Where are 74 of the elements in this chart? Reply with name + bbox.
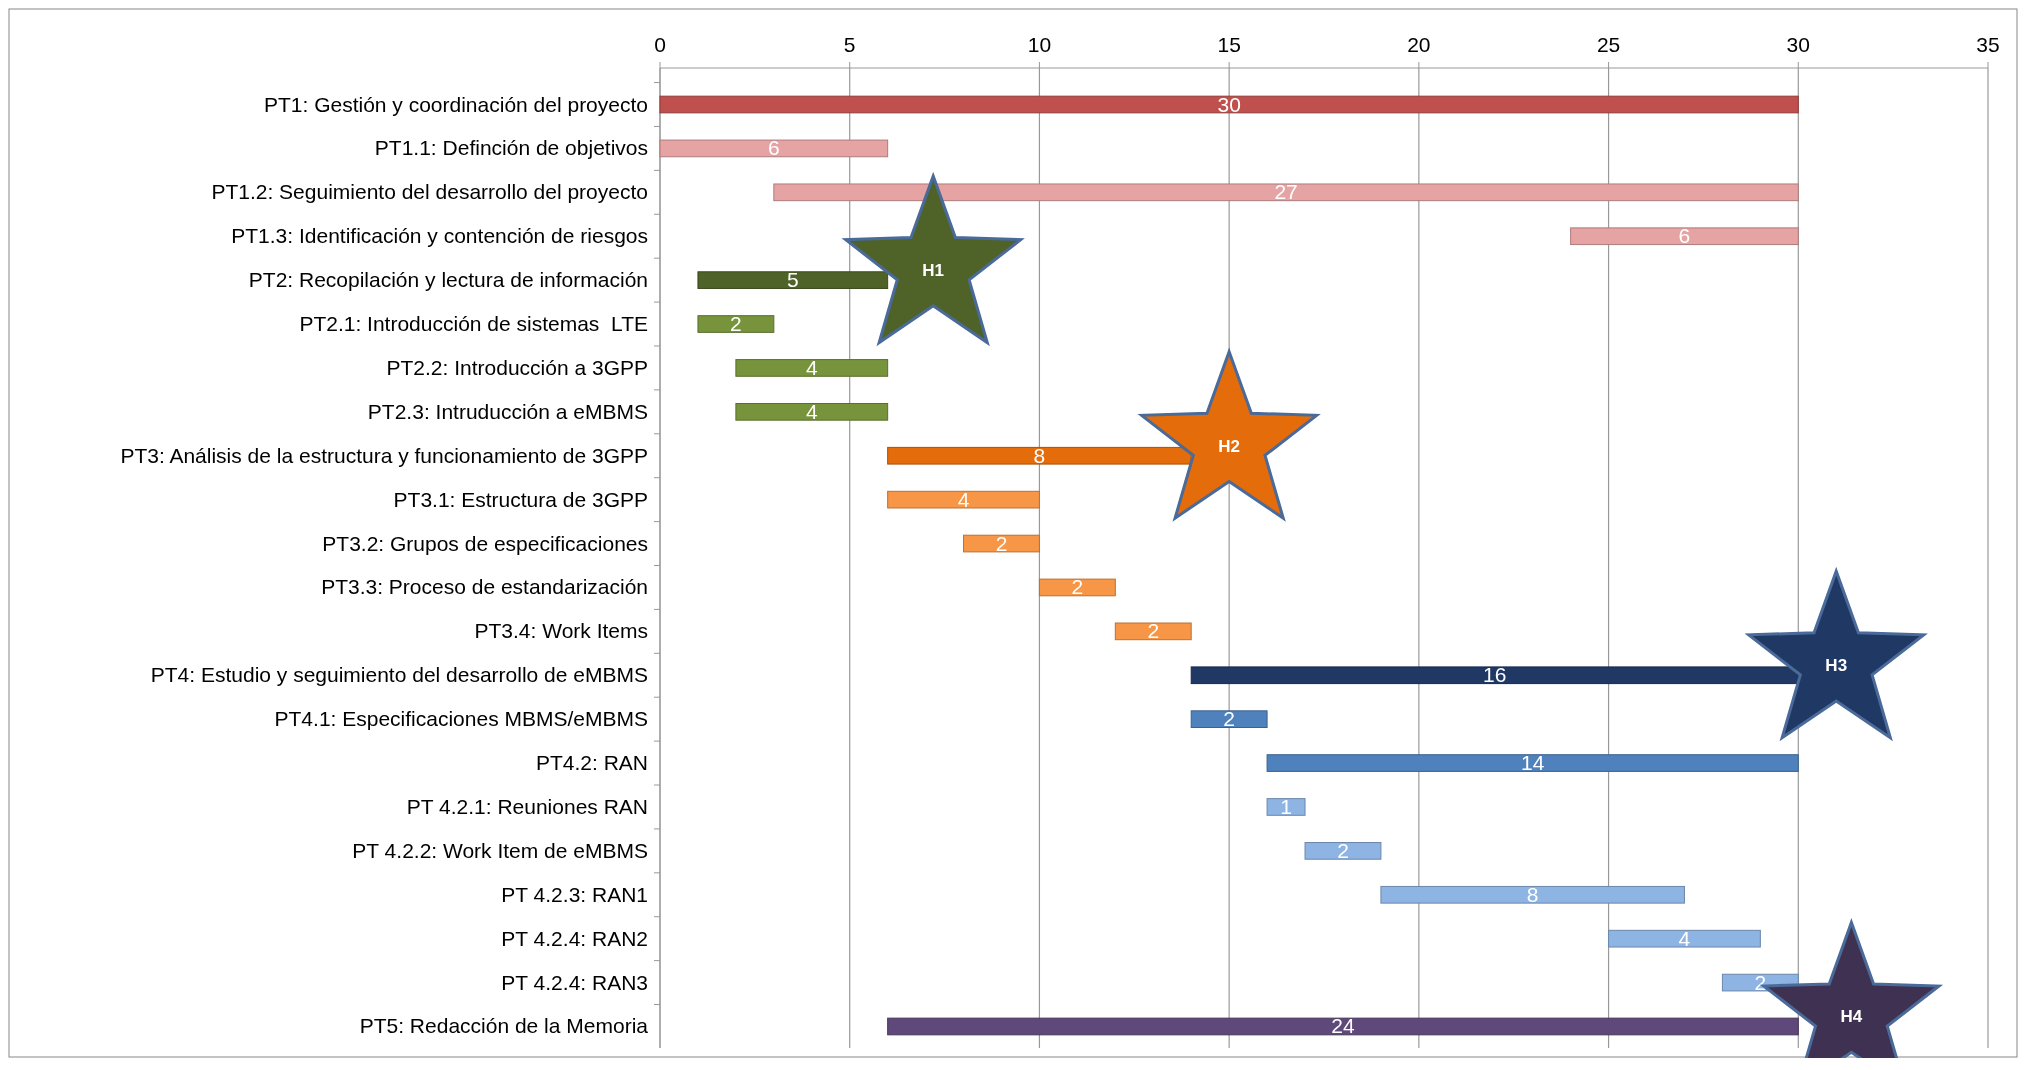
y-tick-label: PT2: Recopilación y lectura de información <box>248 268 648 292</box>
y-tick-label: PT1.2: Seguimiento del desarrollo del proyecto <box>211 180 648 204</box>
bar <box>659 139 889 158</box>
bar <box>1608 929 1761 948</box>
y-tick-label: PT5: Redacción de la Memoria <box>359 1014 649 1038</box>
y-tick-label: PT3.4: Work Items <box>474 619 648 643</box>
data-label: 2 <box>1754 970 1767 994</box>
y-tick-label: PT3: Análisis de la estructura y funcionamiento de 3GPP <box>120 443 648 467</box>
bar <box>735 403 889 421</box>
bar <box>1266 754 1799 772</box>
bar <box>697 315 775 333</box>
data-label: 4 <box>957 487 970 511</box>
data-label: 2 <box>995 531 1008 555</box>
y-tick-label: PT1: Gestión y coordinación del proyecto <box>263 92 648 116</box>
data-label: 2 <box>730 312 742 336</box>
bar <box>1190 710 1268 728</box>
x-tick-label: 5 <box>843 33 856 56</box>
y-tick-label: PT 4.2.4: RAN2 <box>501 926 648 950</box>
data-label: 2 <box>1223 707 1235 731</box>
data-label: H2 <box>1218 436 1241 456</box>
y-tick-label: PT4.2: RAN <box>535 751 648 775</box>
data-label: H1 <box>922 261 945 281</box>
y-tick-label: PT2.2: Introducción a 3GPP <box>386 355 648 379</box>
y-tick-label: PT4: Estudio y seguimiento del desarrollo de eMBMS <box>150 663 648 687</box>
data-label: H4 <box>1840 1007 1863 1027</box>
y-tick-label: PT2.1: Introducción de sistemas LTE <box>299 312 648 336</box>
data-label: H3 <box>1825 656 1848 676</box>
bar <box>1038 578 1116 597</box>
y-tick-label: PT3.3: Proceso de estandarización <box>321 575 648 599</box>
data-label: 8 <box>1526 882 1539 906</box>
bar <box>1380 885 1685 904</box>
data-label: 24 <box>1331 1014 1355 1038</box>
data-label: 30 <box>1217 92 1241 116</box>
data-label: 2 <box>1337 838 1349 862</box>
y-tick-label: PT4.1: Especificaciones MBMS/eMBMS <box>274 707 648 731</box>
bar <box>1304 842 1382 860</box>
y-tick-label: PT3.1: Estructura de 3GPP <box>393 487 648 511</box>
y-tick-label: PT 4.2.3: RAN1 <box>501 882 648 906</box>
data-label: 1 <box>1280 794 1292 818</box>
bar <box>963 534 1040 553</box>
bar <box>773 183 1799 202</box>
bar <box>1114 622 1192 641</box>
bar <box>1570 227 1799 246</box>
data-label: 4 <box>805 355 818 379</box>
data-label: 2 <box>1147 619 1160 643</box>
data-label: 8 <box>1033 443 1046 467</box>
x-tick-label: 25 <box>1596 33 1621 56</box>
bar <box>887 490 1040 509</box>
x-tick-label: 20 <box>1407 33 1431 56</box>
x-tick-label: 0 <box>654 33 666 56</box>
y-tick-label: PT1.1: Definción de objetivos <box>374 136 648 160</box>
y-tick-label: PT1.3: Identificación y contención de riesgos <box>231 224 648 248</box>
bar <box>1266 798 1306 816</box>
x-tick-label: 15 <box>1217 33 1241 56</box>
data-label: 5 <box>786 268 799 292</box>
x-tick-label: 30 <box>1786 33 1810 56</box>
y-tick-label: PT3.2: Grupos de especificaciones <box>322 531 648 555</box>
data-label: 4 <box>805 399 818 423</box>
data-label: 6 <box>1678 224 1691 248</box>
y-tick-label: PT 4.2.1: Reuniones RAN <box>406 794 648 818</box>
bar <box>659 95 1799 114</box>
bar <box>735 359 889 377</box>
x-tick-label: 10 <box>1027 33 1052 56</box>
data-label: 2 <box>1071 575 1084 599</box>
y-tick-label: PT 4.2.4: RAN3 <box>501 970 648 994</box>
data-label: 6 <box>767 136 780 160</box>
data-label: 4 <box>1678 926 1691 950</box>
data-label: 27 <box>1274 180 1298 204</box>
y-tick-label: PT2.3: Intruducción a eMBMS <box>367 399 648 423</box>
y-tick-label: PT 4.2.2: Work Item de eMBMS <box>352 838 648 862</box>
data-label: 14 <box>1521 751 1545 775</box>
bar <box>887 1017 1799 1036</box>
data-label: 16 <box>1483 663 1507 687</box>
x-tick-label: 35 <box>1976 33 2000 56</box>
